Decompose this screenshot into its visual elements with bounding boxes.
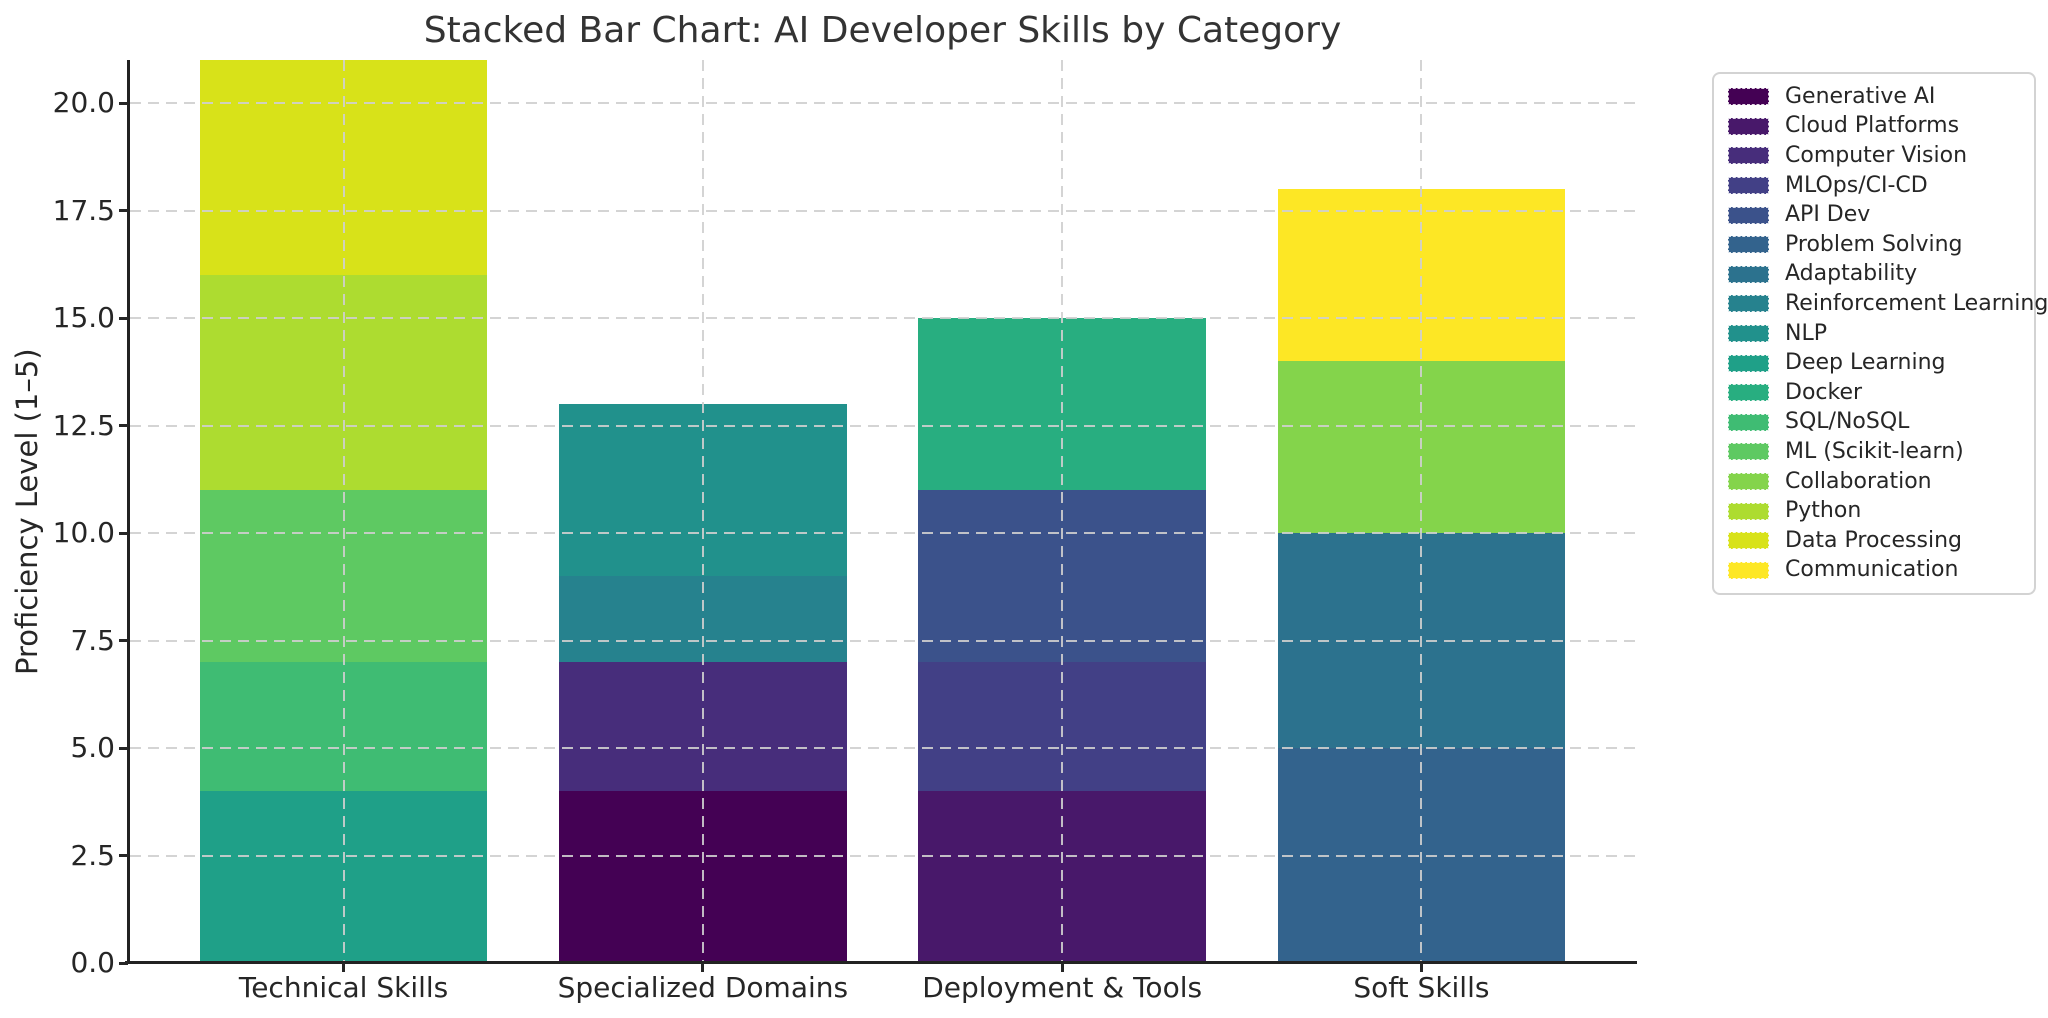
plot-area: 0.0 2.5 5.0 7.5 10.0 12.5 15.0 17.5 20.0 Technica… <box>53 60 1637 1004</box>
x-gridline <box>701 60 704 963</box>
legend-swatch-icon <box>1728 88 1769 106</box>
legend-item: ML (Scikit-learn) <box>1728 437 2020 467</box>
legend-swatch-icon <box>1728 443 1769 461</box>
legend-swatch-icon <box>1728 384 1769 402</box>
legend-item: Docker <box>1728 378 2020 408</box>
legend-swatch-icon <box>1728 325 1769 343</box>
x-axis-spine <box>125 961 1637 964</box>
legend-label: Generative AI <box>1785 83 1936 109</box>
y-tick-label: 15.0 <box>52 301 115 334</box>
legend-item: MLOps/CI-CD <box>1728 171 2020 201</box>
y-gridline <box>130 854 1637 857</box>
x-gridline <box>1061 60 1064 963</box>
legend-label: SQL/NoSQL <box>1785 409 1910 435</box>
y-axis-spine <box>127 60 130 963</box>
legend-label: Adaptability <box>1785 261 1918 287</box>
legend-item: Reinforcement Learning <box>1728 289 2048 319</box>
legend-label: Deep Learning <box>1785 350 1946 376</box>
legend-label: Communication <box>1785 557 1959 583</box>
legend-swatch-icon <box>1728 473 1769 491</box>
y-tick <box>119 101 128 105</box>
chart-title: Stacked Bar Chart: AI Developer Skills b… <box>423 10 1342 51</box>
y-tick-label: 2.5 <box>70 838 115 872</box>
y-tick-label: 20.0 <box>52 86 115 119</box>
y-gridline <box>130 532 1637 534</box>
legend-label: Collaboration <box>1785 468 1932 494</box>
x-tick-label: Specialized Domains <box>557 971 849 1004</box>
y-tick <box>119 639 128 642</box>
y-tick-label: 10.0 <box>52 516 115 549</box>
y-axis-label: Proficiency Level (1–5) <box>10 348 44 675</box>
y-tick-label: 12.5 <box>52 408 115 442</box>
legend-item: Generative AI <box>1728 82 2020 112</box>
legend-item: Deep Learning <box>1728 348 2020 378</box>
legend-label: Data Processing <box>1785 527 1962 553</box>
y-tick <box>119 961 128 965</box>
legend-item: Python <box>1728 496 2020 526</box>
legend-swatch-icon <box>1728 236 1769 254</box>
y-tick <box>119 746 128 750</box>
legend-swatch-icon <box>1728 561 1769 579</box>
y-tick <box>119 316 128 320</box>
legend-label: Python <box>1785 498 1862 524</box>
legend: Generative AI Cloud Platforms Computer Vis… <box>1712 72 2048 596</box>
legend-swatch-icon <box>1728 177 1769 195</box>
legend-swatch-icon <box>1728 265 1769 283</box>
x-tick-label: Soft Skills <box>1353 971 1490 1004</box>
y-gridline <box>130 209 1637 212</box>
legend-swatch-icon <box>1728 117 1769 135</box>
x-tick <box>1060 963 1064 972</box>
legend-label: MLOps/CI-CD <box>1785 172 1928 198</box>
legend-swatch-icon <box>1728 206 1769 224</box>
y-tick-label: 5.0 <box>70 731 115 764</box>
y-gridline <box>130 747 1637 749</box>
x-tick <box>701 963 705 972</box>
legend-item: Data Processing <box>1728 526 2020 556</box>
y-tick <box>119 854 128 857</box>
x-gridline <box>342 60 345 963</box>
legend-label: Computer Vision <box>1785 142 1968 168</box>
legend-swatch-icon <box>1728 147 1769 165</box>
legend-swatch-icon <box>1728 295 1769 313</box>
legend-item: SQL/NoSQL <box>1728 408 2020 438</box>
legend-item: NLP <box>1728 319 2020 349</box>
y-tick <box>119 209 128 212</box>
legend-item: Communication <box>1728 556 2020 586</box>
y-gridline <box>130 317 1637 319</box>
legend-swatch-icon <box>1728 532 1769 550</box>
legend-swatch-icon <box>1728 413 1769 431</box>
legend-label: Problem Solving <box>1785 231 1963 257</box>
x-tick-label: Deployment & Tools <box>922 971 1203 1004</box>
legend-item: Cloud Platforms <box>1728 112 2020 142</box>
legend-item: Problem Solving <box>1728 230 2020 260</box>
legend-item: Computer Vision <box>1728 141 2020 171</box>
legend-label: Reinforcement Learning <box>1785 290 2048 316</box>
legend-label: ML (Scikit-learn) <box>1785 438 1964 464</box>
y-tick-label: 0.0 <box>70 946 115 979</box>
y-gridline <box>130 424 1637 427</box>
y-tick <box>119 531 128 535</box>
legend-swatch-icon <box>1728 502 1769 520</box>
legend-item: API Dev <box>1728 200 2020 230</box>
legend-label: API Dev <box>1785 202 1871 228</box>
x-tick-label: Technical Skills <box>238 971 449 1004</box>
legend-label: Docker <box>1785 379 1863 405</box>
y-gridline <box>130 102 1637 104</box>
x-tick <box>342 963 346 972</box>
legend-label: Cloud Platforms <box>1785 113 1960 139</box>
legend-label: NLP <box>1785 320 1827 346</box>
legend-swatch-icon <box>1728 354 1769 372</box>
y-tick-label: 17.5 <box>52 193 115 227</box>
x-tick <box>1419 963 1423 972</box>
y-gridline <box>130 639 1637 642</box>
y-tick <box>119 424 128 427</box>
x-gridline <box>1420 60 1423 963</box>
legend-item: Adaptability <box>1728 260 2020 290</box>
legend-item: Collaboration <box>1728 467 2020 497</box>
y-tick-label: 7.5 <box>70 623 115 657</box>
